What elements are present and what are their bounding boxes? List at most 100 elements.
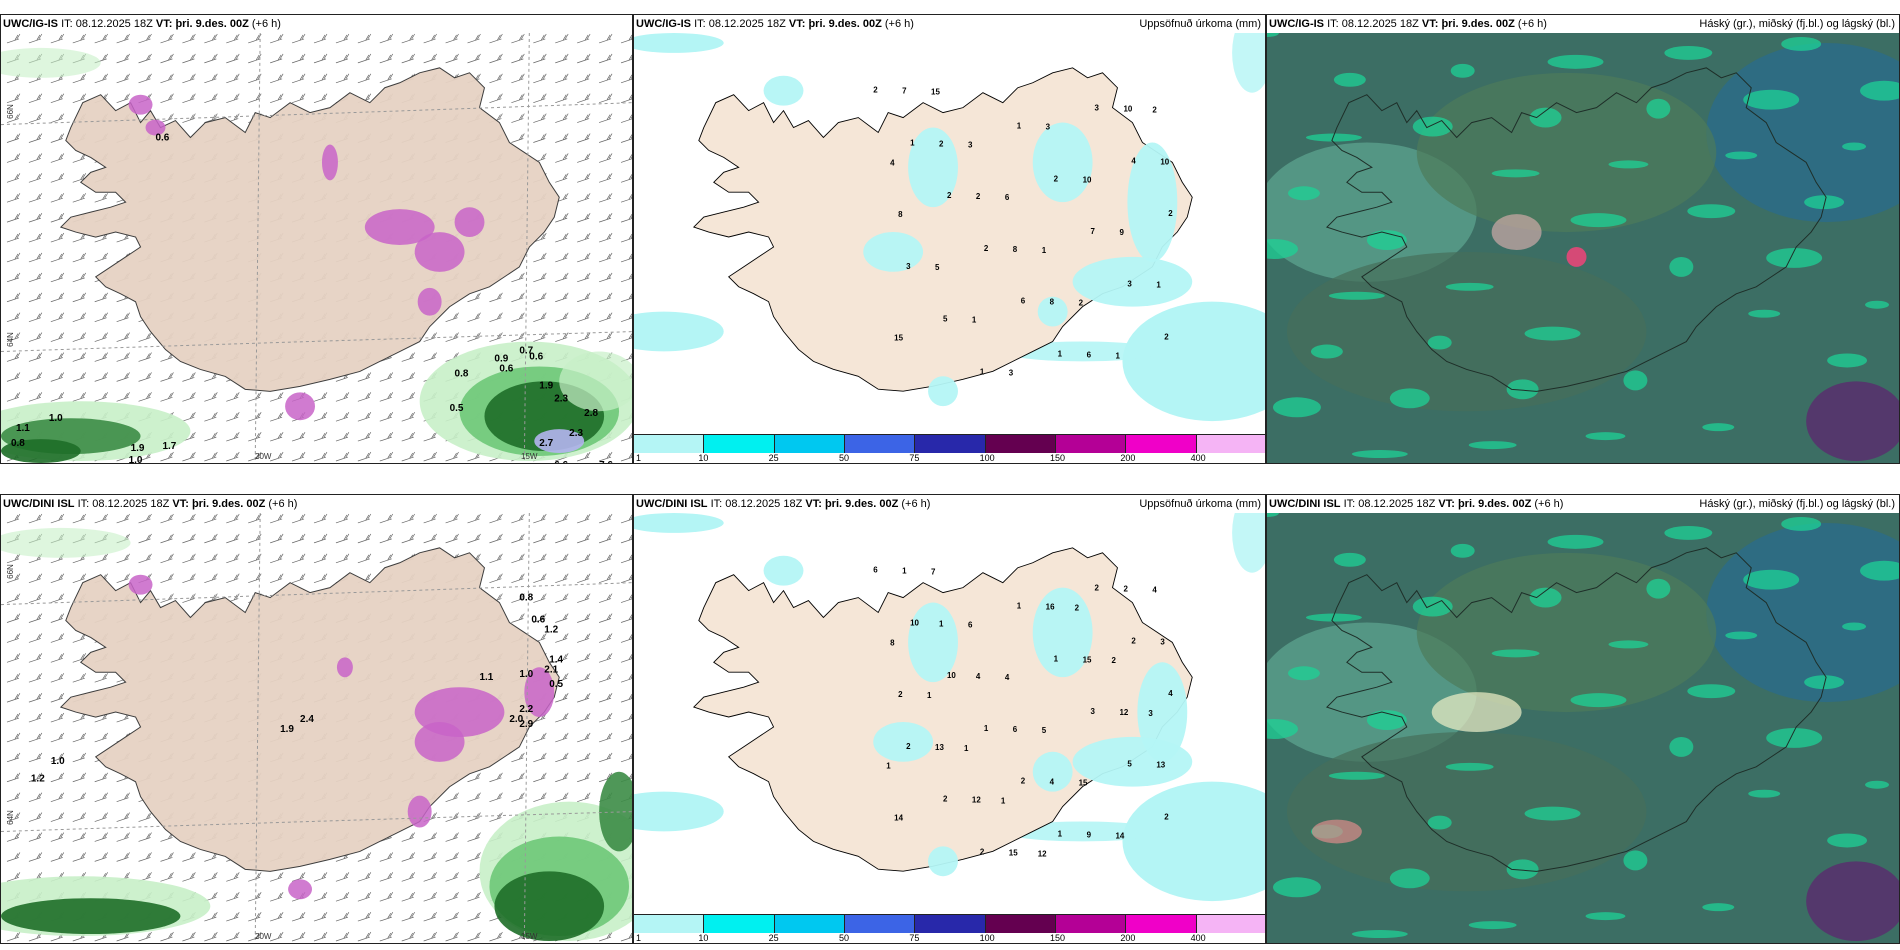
- wind-barb: [620, 514, 632, 524]
- precip-amount-label: 8: [898, 210, 903, 219]
- wind-barb: [248, 513, 262, 524]
- graticule-66n: [1, 102, 632, 126]
- wind-barb: [204, 553, 218, 564]
- wind-barb: [160, 53, 174, 64]
- precip-convective: [336, 657, 353, 678]
- wind-barb: [313, 513, 328, 524]
- wind-barb: [401, 892, 415, 902]
- wind-barb: [379, 431, 394, 442]
- wind-barb: [620, 614, 632, 623]
- precip-amount-label: 3: [1046, 123, 1051, 132]
- wind-barb: [511, 292, 525, 303]
- panel-header: UWC/DINI ISL IT: 08.12.2025 18Z VT: þri.…: [634, 495, 1265, 513]
- colorbar-swatch: [1126, 915, 1197, 933]
- precip-amount-label: 2: [939, 139, 944, 148]
- precip-value-label: 1.0: [129, 455, 143, 463]
- wind-barb: [555, 312, 569, 322]
- lon-label-20w: 20W: [255, 452, 272, 461]
- wind-barb: [313, 872, 328, 882]
- wind-barb: [182, 533, 196, 544]
- low-cloud-streak: [1328, 291, 1385, 300]
- wind-barb: [357, 931, 372, 942]
- precip-convective: [145, 119, 166, 136]
- wind-barb: [204, 451, 218, 462]
- precip-amount-label: 2: [1111, 656, 1116, 665]
- wind-barb: [160, 852, 174, 862]
- precip-value-label: 0.6: [531, 614, 545, 625]
- wind-barb: [555, 332, 569, 342]
- low-cloud-streak: [1450, 543, 1475, 558]
- wind-barb: [94, 792, 108, 802]
- wind-barb: [182, 73, 196, 84]
- wind-barb: [248, 872, 262, 882]
- wind-barb: [598, 513, 613, 524]
- shaded-area: [1, 47, 101, 78]
- wind-barb: [313, 553, 328, 564]
- wind-barb: [620, 233, 632, 243]
- low-cloud-streak: [1310, 344, 1343, 359]
- lat-label-66n: 66N: [5, 104, 15, 119]
- it-label: IT:: [77, 498, 90, 510]
- wind-barb: [116, 392, 130, 402]
- precip-amount-label: 6: [1013, 725, 1018, 734]
- wind-barb: [620, 634, 632, 643]
- precip-amount-label: 3: [968, 140, 973, 149]
- wind-barb: [489, 513, 503, 524]
- wind-barb: [6, 692, 21, 703]
- wind-barb: [138, 392, 152, 402]
- panel-header: UWC/DINI ISL IT: 08.12.2025 18Z VT: þri.…: [1267, 495, 1899, 513]
- wind-barb: [94, 73, 108, 84]
- cloud-high-density: [1566, 247, 1587, 267]
- precip-amount-label: 5: [1127, 760, 1132, 769]
- precip-value-label: 2.3: [569, 428, 583, 439]
- precip-value-label: 0.8: [455, 368, 469, 379]
- wind-barb: [116, 812, 130, 822]
- wind-barb: [533, 312, 547, 322]
- precip-amount-label: 4: [1168, 689, 1173, 698]
- panel-header: UWC/DINI ISL IT: 08.12.2025 18Z VT: þri.…: [1, 495, 632, 513]
- precip-amount-label: 1: [980, 367, 985, 376]
- precip-area: [908, 127, 958, 208]
- wind-barb: [577, 193, 591, 203]
- low-cloud-streak: [1702, 903, 1735, 912]
- colorbar-tick-label: 1: [636, 933, 642, 943]
- wind-barb: [467, 832, 481, 842]
- wind-barb: [116, 93, 130, 104]
- wind-barb: [357, 73, 372, 84]
- wind-barb: [620, 333, 632, 342]
- wind-barb: [116, 573, 130, 584]
- wind-barb: [598, 692, 613, 703]
- wind-barb: [577, 732, 591, 743]
- wind-barb: [204, 93, 218, 104]
- colorbar-tick-label: 200: [1120, 933, 1136, 943]
- precip-amount-label: 9: [1119, 228, 1124, 237]
- wind-barb: [467, 53, 481, 64]
- low-cloud-streak: [1468, 441, 1517, 450]
- precip-amount-label: 3: [1009, 368, 1014, 377]
- low-cloud-streak: [1524, 326, 1581, 341]
- wind-barb: [379, 33, 394, 44]
- wind-barb: [620, 932, 632, 942]
- low-cloud-streak: [1351, 450, 1408, 459]
- low-cloud-streak: [1646, 578, 1671, 599]
- wind-barb: [598, 752, 613, 763]
- wind-barb: [270, 33, 284, 44]
- low-cloud-streak: [1865, 300, 1890, 309]
- low-cloud-streak: [1445, 762, 1494, 771]
- low-cloud-streak: [1267, 719, 1298, 739]
- low-cloud-streak: [1450, 63, 1475, 78]
- low-cloud-streak: [1804, 675, 1845, 690]
- wind-barb: [357, 33, 372, 44]
- precip-amount-label: 14: [894, 813, 903, 822]
- wind-barb: [313, 73, 328, 84]
- low-cloud-streak: [1389, 868, 1430, 889]
- wind-barb: [577, 451, 591, 462]
- cloud-map: [1267, 513, 1899, 943]
- precip-value-label: 2.2: [519, 704, 533, 715]
- precip-area: [928, 846, 958, 877]
- wind-barb: [555, 613, 569, 623]
- precip-amount-label: 10: [1083, 175, 1092, 184]
- mid-cloud-area: [1416, 72, 1717, 233]
- precip-amount-label: 1: [927, 691, 932, 700]
- wind-barb: [270, 892, 284, 902]
